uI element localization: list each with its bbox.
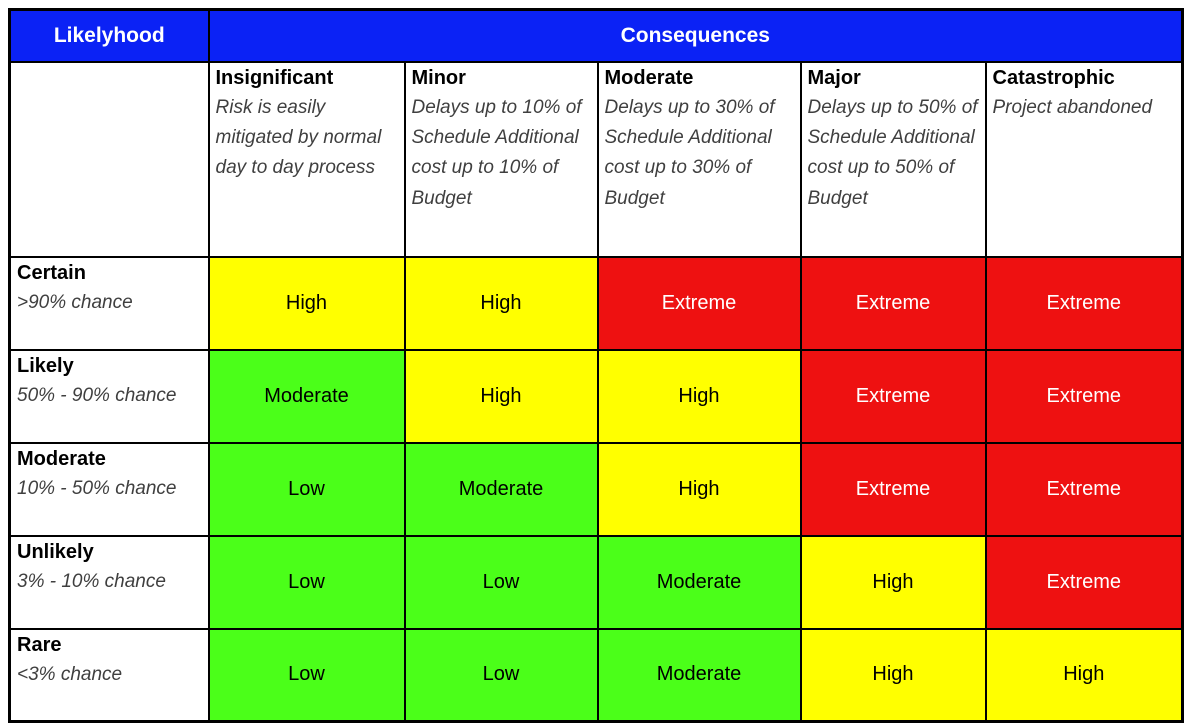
row-title: Unlikely xyxy=(17,540,94,563)
risk-matrix-table: Likelyhood Consequences Insignificant Ri… xyxy=(8,8,1185,723)
risk-cell: Extreme xyxy=(596,255,802,351)
matrix-band-row: Likelyhood Consequences xyxy=(8,8,1184,63)
row-subtitle: 50% - 90% chance xyxy=(17,384,177,406)
matrix-row-rare: Rare <3% chance Low Low Moderate High Hi… xyxy=(8,627,1184,723)
likelihood-band-header: Likelyhood xyxy=(8,8,210,63)
matrix-row-likely: Likely 50% - 90% chance Moderate High Hi… xyxy=(8,348,1184,444)
column-headers-row: Insignificant Risk is easily mitigated b… xyxy=(8,60,1184,258)
risk-cell: Low xyxy=(403,627,599,723)
risk-cell: Moderate xyxy=(596,627,802,723)
risk-cell: Extreme xyxy=(984,441,1184,537)
matrix-row-moderate: Moderate 10% - 50% chance Low Moderate H… xyxy=(8,441,1184,537)
risk-cell: Extreme xyxy=(984,255,1184,351)
risk-cell: Extreme xyxy=(799,348,987,444)
row-header-unlikely: Unlikely 3% - 10% chance xyxy=(8,534,210,630)
row-subtitle: 3% - 10% chance xyxy=(17,570,166,592)
risk-cell: High xyxy=(596,348,802,444)
column-header-major: Major Delays up to 50% of Schedule Addit… xyxy=(799,60,987,258)
row-title: Moderate xyxy=(17,447,106,470)
risk-cell: High xyxy=(403,348,599,444)
risk-cell: Low xyxy=(207,441,406,537)
row-header-likely: Likely 50% - 90% chance xyxy=(8,348,210,444)
column-title: Moderate xyxy=(604,66,694,89)
column-title: Insignificant xyxy=(215,66,334,89)
column-header-moderate: Moderate Delays up to 30% of Schedule Ad… xyxy=(596,60,802,258)
column-title: Minor xyxy=(411,66,466,89)
row-title: Likely xyxy=(17,354,74,377)
column-description: Risk is easily mitigated by normal day t… xyxy=(215,96,382,179)
row-header-rare: Rare <3% chance xyxy=(8,627,210,723)
risk-cell: Extreme xyxy=(799,441,987,537)
risk-cell: Moderate xyxy=(596,534,802,630)
column-title: Major xyxy=(807,66,861,89)
column-description: Project abandoned xyxy=(992,96,1153,118)
column-header-catastrophic: Catastrophic Project abandoned xyxy=(984,60,1184,258)
risk-cell: Extreme xyxy=(984,348,1184,444)
column-header-minor: Minor Delays up to 10% of Schedule Addit… xyxy=(403,60,599,258)
risk-cell: High xyxy=(403,255,599,351)
row-title: Rare xyxy=(17,633,62,656)
matrix-row-unlikely: Unlikely 3% - 10% chance Low Low Moderat… xyxy=(8,534,1184,630)
risk-cell: Low xyxy=(207,627,406,723)
row-subtitle: <3% chance xyxy=(17,663,123,685)
risk-cell: Moderate xyxy=(403,441,599,537)
row-title: Certain xyxy=(17,261,86,284)
risk-cell: Low xyxy=(207,534,406,630)
column-title: Catastrophic xyxy=(992,66,1115,89)
row-subtitle: 10% - 50% chance xyxy=(17,477,177,499)
row-header-moderate: Moderate 10% - 50% chance xyxy=(8,441,210,537)
column-header-insignificant: Insignificant Risk is easily mitigated b… xyxy=(207,60,406,258)
row-subtitle: >90% chance xyxy=(17,291,133,313)
column-description: Delays up to 10% of Schedule Additional … xyxy=(411,96,582,209)
risk-cell: Low xyxy=(403,534,599,630)
risk-cell: Extreme xyxy=(984,534,1184,630)
risk-cell: Moderate xyxy=(207,348,406,444)
risk-cell: High xyxy=(799,534,987,630)
risk-cell: High xyxy=(799,627,987,723)
column-description: Delays up to 50% of Schedule Additional … xyxy=(807,96,978,209)
risk-cell: Extreme xyxy=(799,255,987,351)
risk-cell: High xyxy=(207,255,406,351)
risk-cell: High xyxy=(596,441,802,537)
matrix-row-certain: Certain >90% chance High High Extreme Ex… xyxy=(8,255,1184,351)
column-description: Delays up to 30% of Schedule Additional … xyxy=(604,96,775,209)
consequences-band-header: Consequences xyxy=(207,8,1184,63)
corner-cell xyxy=(8,60,210,258)
row-header-certain: Certain >90% chance xyxy=(8,255,210,351)
risk-cell: High xyxy=(984,627,1184,723)
